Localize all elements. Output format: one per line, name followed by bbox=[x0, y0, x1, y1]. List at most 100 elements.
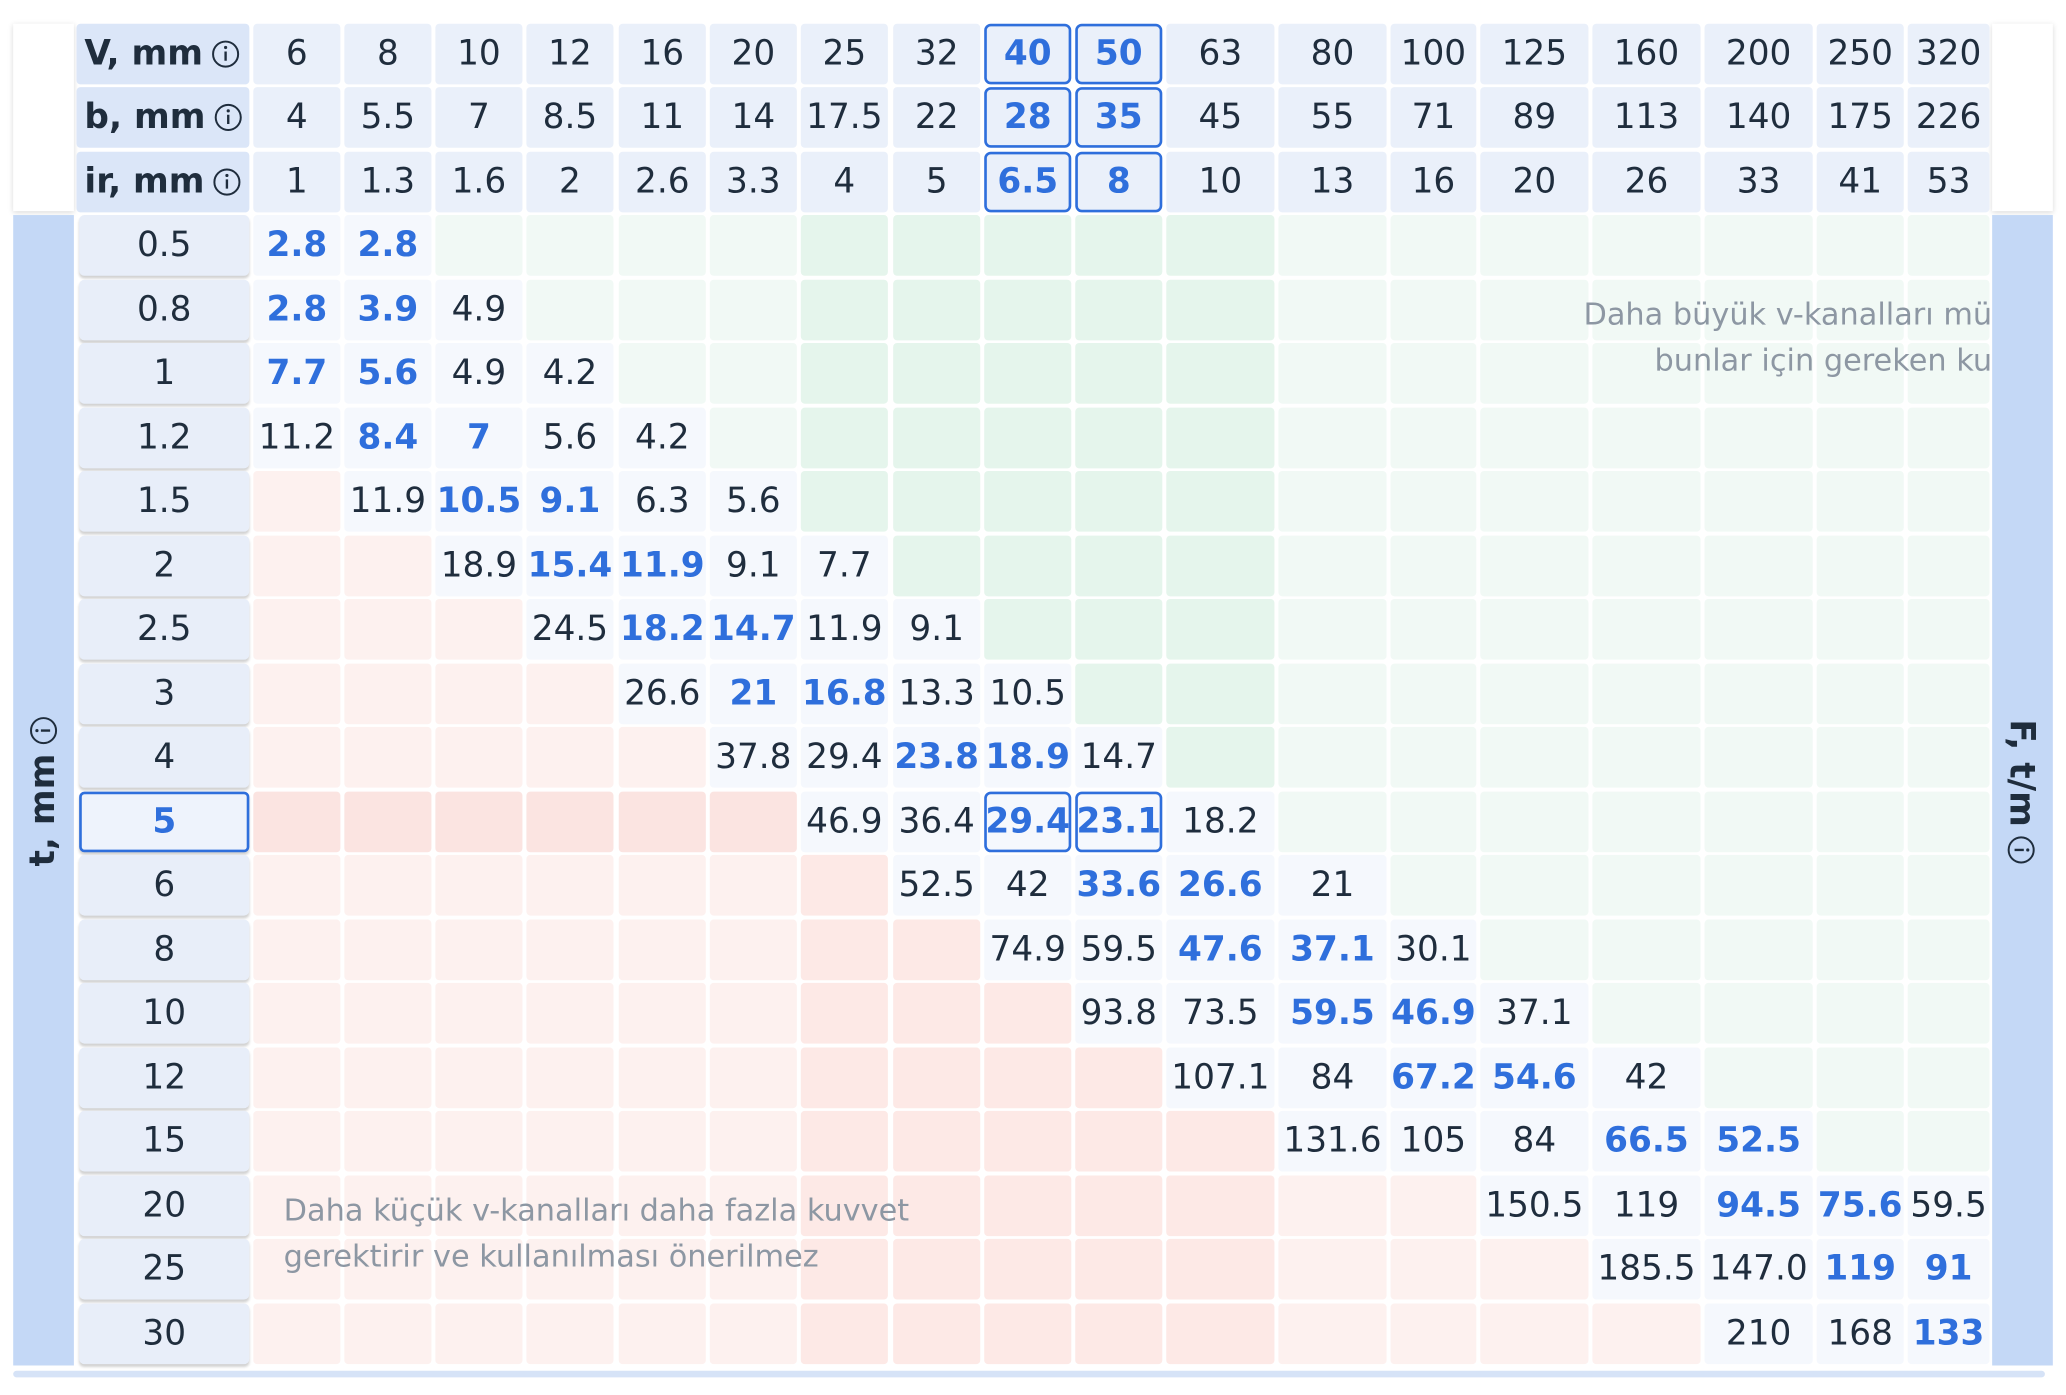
empty-cell-not-recommended bbox=[344, 1302, 432, 1364]
force-value: 26.6 bbox=[1166, 854, 1275, 916]
empty-cell-not-recommended bbox=[344, 790, 432, 852]
empty-cell bbox=[893, 534, 981, 596]
header-value: 12 bbox=[526, 23, 614, 85]
force-value: 37.1 bbox=[1278, 918, 1387, 980]
row-label: 10 bbox=[79, 982, 250, 1044]
empty-cell-not-recommended bbox=[618, 918, 706, 980]
row-label: 0.5 bbox=[79, 215, 250, 276]
header-value: 13 bbox=[1278, 151, 1387, 213]
header-value: 1.3 bbox=[344, 151, 432, 213]
empty-cell bbox=[1592, 279, 1701, 340]
info-icon[interactable] bbox=[213, 103, 242, 132]
empty-cell bbox=[984, 279, 1072, 340]
empty-cell-not-recommended bbox=[1278, 1174, 1387, 1236]
header-value: 160 bbox=[1592, 23, 1701, 85]
empty-cell-not-recommended bbox=[1278, 1238, 1387, 1300]
force-value: 84 bbox=[1278, 1046, 1387, 1108]
force-value: 150.5 bbox=[1480, 1174, 1589, 1236]
header-value: 20 bbox=[709, 23, 797, 85]
empty-cell-not-recommended bbox=[1278, 1302, 1387, 1364]
header-value: 6 bbox=[253, 23, 341, 85]
empty-cell bbox=[1704, 790, 1813, 852]
empty-cell-not-recommended bbox=[709, 1046, 797, 1108]
force-value: 18.9 bbox=[984, 726, 1072, 788]
force-value: 11.2 bbox=[253, 407, 341, 468]
empty-cell bbox=[1075, 215, 1163, 276]
header-value: 8 bbox=[344, 23, 432, 85]
empty-cell bbox=[1704, 598, 1813, 660]
empty-cell bbox=[1704, 534, 1813, 596]
empty-cell-not-recommended bbox=[344, 726, 432, 788]
force-value: 168 bbox=[1816, 1302, 1904, 1364]
empty-cell bbox=[800, 407, 888, 468]
force-value: 4.2 bbox=[618, 407, 706, 468]
empty-cell bbox=[1166, 343, 1275, 404]
header-value: 11 bbox=[618, 87, 706, 148]
empty-cell-not-recommended bbox=[800, 1302, 888, 1364]
empty-cell-not-recommended bbox=[1390, 1174, 1477, 1236]
force-value: 2.8 bbox=[253, 215, 341, 276]
header-value: 35 bbox=[1075, 87, 1163, 148]
empty-cell-not-recommended bbox=[709, 790, 797, 852]
empty-cell-not-recommended bbox=[435, 1110, 523, 1172]
empty-cell-not-recommended bbox=[618, 1238, 706, 1300]
header-value: 33 bbox=[1704, 151, 1813, 213]
empty-cell-not-recommended bbox=[800, 982, 888, 1044]
header-value: 320 bbox=[1907, 23, 1990, 85]
empty-cell bbox=[1907, 726, 1990, 788]
empty-cell bbox=[984, 407, 1072, 468]
row-label: 1 bbox=[79, 343, 250, 404]
empty-cell bbox=[1704, 726, 1813, 788]
header-value: 71 bbox=[1390, 87, 1477, 148]
info-icon[interactable] bbox=[212, 168, 241, 197]
empty-cell-not-recommended bbox=[526, 1174, 614, 1236]
empty-cell bbox=[1480, 215, 1589, 276]
header-value: 16 bbox=[618, 23, 706, 85]
row-label: 2.5 bbox=[79, 598, 250, 660]
header-value: 8 bbox=[1075, 151, 1163, 213]
empty-cell bbox=[1390, 662, 1477, 724]
empty-cell bbox=[1480, 343, 1589, 404]
force-value: 107.1 bbox=[1166, 1046, 1275, 1108]
force-value: 7.7 bbox=[253, 343, 341, 404]
empty-cell bbox=[1390, 215, 1477, 276]
note-line: gerektirir ve kullanılması önerilmez bbox=[283, 1240, 819, 1275]
header-value: 25 bbox=[800, 23, 888, 85]
header-value: 226 bbox=[1907, 87, 1990, 148]
empty-cell bbox=[984, 470, 1072, 532]
force-value: 29.4 bbox=[984, 790, 1072, 852]
empty-cell bbox=[1592, 854, 1701, 916]
empty-cell-not-recommended bbox=[709, 1174, 797, 1236]
empty-cell bbox=[1907, 1110, 1990, 1172]
value-axis-label-text: F, t/m bbox=[2001, 719, 2041, 827]
row-label: 20 bbox=[79, 1174, 250, 1236]
empty-cell-not-recommended bbox=[893, 1238, 981, 1300]
header-value: 100 bbox=[1390, 23, 1477, 85]
empty-cell bbox=[1704, 918, 1813, 980]
empty-cell-not-recommended bbox=[253, 662, 341, 724]
info-icon[interactable] bbox=[211, 40, 240, 69]
row-label: 12 bbox=[79, 1046, 250, 1108]
empty-cell bbox=[1592, 343, 1701, 404]
force-value: 11.9 bbox=[344, 470, 432, 532]
force-value: 13.3 bbox=[893, 662, 981, 724]
force-value: 93.8 bbox=[1075, 982, 1163, 1044]
empty-cell bbox=[1075, 407, 1163, 468]
empty-cell-not-recommended bbox=[253, 598, 341, 660]
info-icon[interactable] bbox=[2007, 835, 2036, 864]
empty-cell-not-recommended bbox=[435, 726, 523, 788]
force-value: 23.8 bbox=[893, 726, 981, 788]
header-value: 22 bbox=[893, 87, 981, 148]
force-value: 6.3 bbox=[618, 470, 706, 532]
empty-cell bbox=[1592, 534, 1701, 596]
empty-cell bbox=[1816, 343, 1904, 404]
force-value: 91 bbox=[1907, 1238, 1990, 1300]
empty-cell-not-recommended bbox=[526, 1238, 614, 1300]
empty-cell-not-recommended bbox=[526, 1110, 614, 1172]
empty-cell bbox=[709, 407, 797, 468]
empty-cell-not-recommended bbox=[344, 1110, 432, 1172]
info-icon[interactable] bbox=[29, 717, 58, 746]
scrollbar[interactable] bbox=[13, 1370, 2045, 1378]
empty-cell-not-recommended bbox=[435, 1238, 523, 1300]
